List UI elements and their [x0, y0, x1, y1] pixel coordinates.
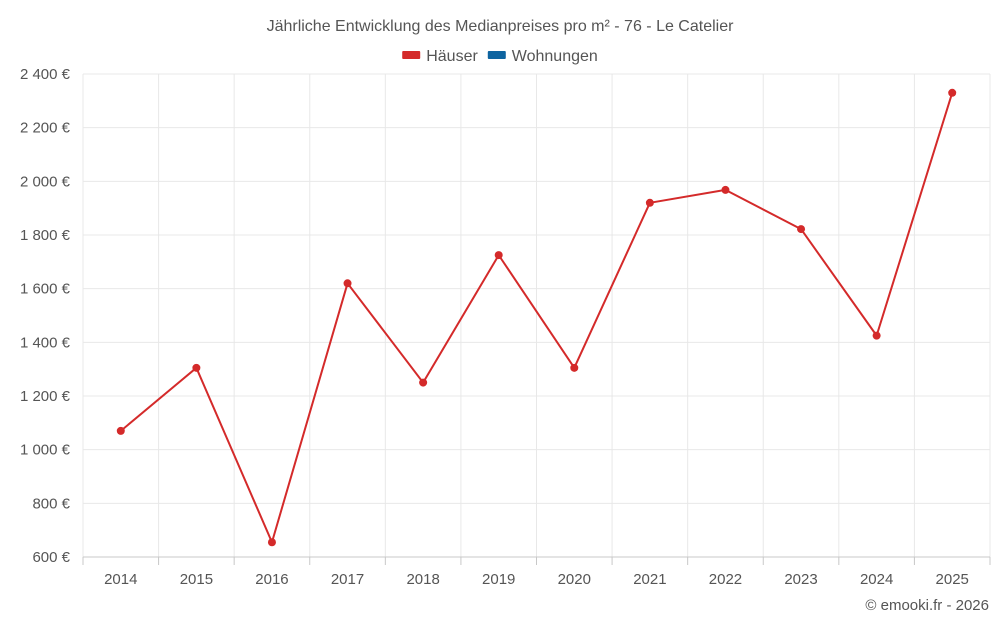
x-tick-label: 2015: [180, 571, 213, 588]
x-tick-label: 2016: [255, 571, 288, 588]
grid: [82, 73, 991, 558]
chart-title: Jährliche Entwicklung des Medianpreises …: [267, 18, 735, 35]
axes: [82, 556, 991, 565]
x-tick-label: 2018: [406, 571, 439, 588]
y-tick-label: 2 400 €: [20, 66, 71, 83]
x-tick-label: 2021: [633, 571, 666, 588]
legend-item-wohnungen[interactable]: Wohnungen: [487, 48, 598, 65]
y-tick-label: 600 €: [32, 549, 70, 566]
legend-item-häuser[interactable]: Häuser: [402, 48, 478, 65]
legend-label: Wohnungen: [512, 48, 598, 65]
data-point[interactable]: [872, 331, 881, 340]
x-axis-ticks: 2014 2015 2016 2017 2018 2019 2020 2021 2022 2023…: [104, 571, 969, 588]
data-point[interactable]: [116, 426, 125, 435]
data-point[interactable]: [419, 378, 428, 387]
x-tick-label: 2023: [784, 571, 817, 588]
y-tick-label: 800 €: [32, 495, 70, 512]
legend-label: Häuser: [426, 48, 478, 65]
data-point[interactable]: [721, 185, 730, 194]
y-tick-label: 1 400 €: [20, 334, 71, 351]
data-point[interactable]: [570, 363, 579, 372]
x-tick-label: 2024: [860, 571, 893, 588]
data-point[interactable]: [192, 363, 201, 372]
legend-swatch: [402, 51, 421, 59]
x-tick-label: 2017: [331, 571, 364, 588]
data-point[interactable]: [494, 251, 503, 260]
credit-text: © emooki.fr - 2026: [865, 597, 989, 614]
y-tick-label: 1 600 €: [20, 281, 71, 298]
y-tick-label: 1 200 €: [20, 388, 71, 405]
series: [116, 88, 957, 547]
x-tick-label: 2019: [482, 571, 515, 588]
legend[interactable]: Häuser Wohnungen: [402, 48, 598, 65]
data-point[interactable]: [645, 198, 654, 207]
data-point[interactable]: [948, 88, 957, 97]
y-tick-label: 1 000 €: [20, 442, 71, 459]
data-point[interactable]: [343, 279, 352, 288]
x-tick-label: 2022: [709, 571, 742, 588]
y-tick-label: 1 800 €: [20, 227, 71, 244]
data-point[interactable]: [267, 538, 276, 547]
y-axis-ticks: 600 € 800 € 1 000 € 1 200 € 1 400 € 1 600 € 1 …: [20, 66, 71, 566]
x-tick-label: 2014: [104, 571, 137, 588]
x-tick-label: 2020: [558, 571, 591, 588]
x-tick-label: 2025: [936, 571, 969, 588]
y-tick-label: 2 200 €: [20, 120, 71, 137]
series-line-häuser: [120, 92, 954, 544]
y-tick-label: 2 000 €: [20, 173, 71, 190]
data-point[interactable]: [797, 225, 806, 234]
legend-swatch: [487, 51, 506, 59]
